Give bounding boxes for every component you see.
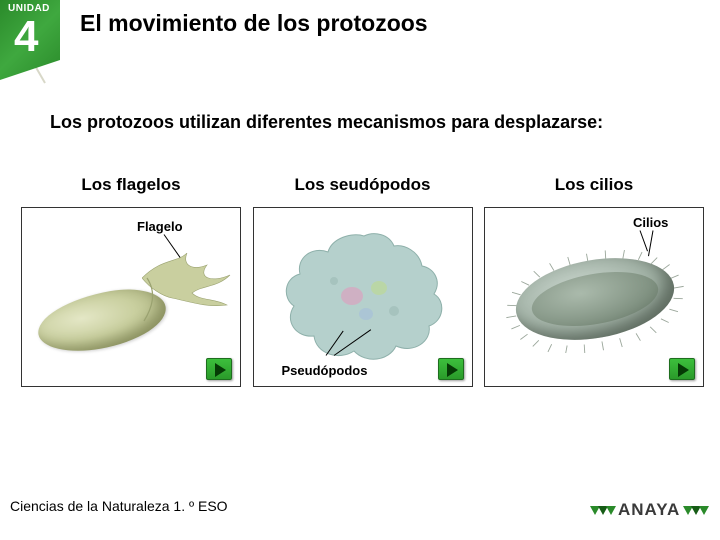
heading-cilia: Los cilios xyxy=(483,175,705,195)
unit-badge: UNIDAD 4 xyxy=(0,0,60,80)
unit-number: 4 xyxy=(14,12,38,62)
annotation-pseudopodos: Pseudópodos xyxy=(282,364,372,378)
amoeba-illustration xyxy=(274,226,454,366)
cell-flagella: Flagelo xyxy=(21,207,241,387)
cell-cilia: Cilios xyxy=(484,207,704,387)
cell-pseudopods: Pseudópodos xyxy=(253,207,473,387)
heading-pseudopods: Los seudópodos xyxy=(252,175,474,195)
footer-text: Ciencias de la Naturaleza 1. º ESO xyxy=(10,498,228,514)
play-button[interactable] xyxy=(669,358,695,380)
logo-triangle-icon xyxy=(699,506,709,515)
play-button[interactable] xyxy=(206,358,232,380)
logo-triangle-icon xyxy=(606,506,616,515)
column-pseudopods: Los seudópodos Pseudópodos xyxy=(252,175,474,387)
annotation-flagelo: Flagelo xyxy=(137,220,183,234)
page-title: El movimiento de los protozoos xyxy=(80,10,428,37)
publisher-logo: ANAYA xyxy=(590,498,700,522)
columns-row: Los flagelos Flagelo Los seudópodos xyxy=(20,175,705,387)
ciliate-illustration xyxy=(503,248,688,353)
publisher-name: ANAYA xyxy=(618,500,680,520)
intro-text: Los protozoos utilizan diferentes mecani… xyxy=(50,112,603,133)
column-cilia: Los cilios xyxy=(483,175,705,387)
slide-header: UNIDAD 4 El movimiento de los protozoos xyxy=(0,0,720,60)
column-flagella: Los flagelos Flagelo xyxy=(20,175,242,387)
annotation-cilios: Cilios xyxy=(633,216,668,230)
heading-flagella: Los flagelos xyxy=(20,175,242,195)
play-button[interactable] xyxy=(438,358,464,380)
